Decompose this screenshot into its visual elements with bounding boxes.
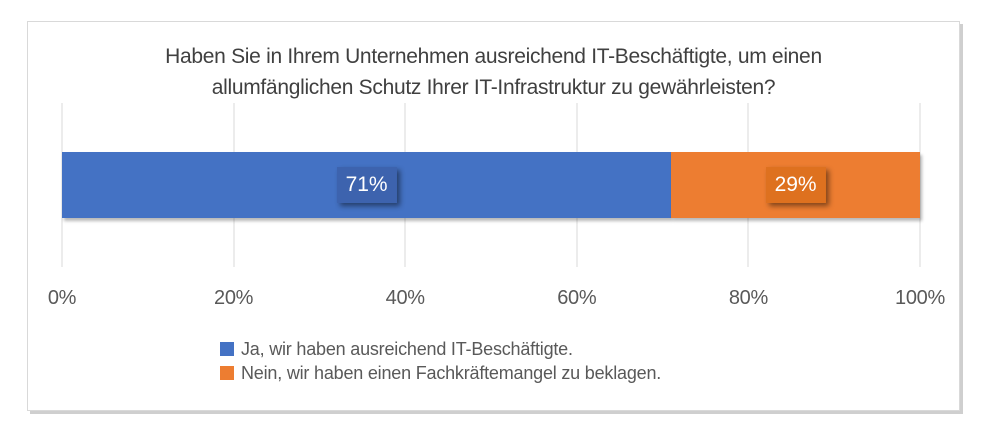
- x-axis-tick: 40%: [385, 287, 425, 309]
- x-axis-tick: 0%: [47, 287, 77, 309]
- legend-label: Nein, wir haben einen Fachkräftemangel z…: [241, 362, 662, 383]
- data-label-ja: 71%: [336, 167, 397, 203]
- x-axis: 0% 20% 40% 60% 80% 100%: [48, 103, 945, 309]
- bar-track: 71% 29%: [62, 152, 920, 218]
- x-axis-tick: 20%: [214, 287, 254, 309]
- chart-title-line2: allumfänglichen Schutz Ihrer IT-Infrastr…: [211, 76, 776, 99]
- x-axis-tick: 80%: [728, 287, 768, 309]
- chart-title: Haben Sie in Ihrem Unternehmen ausreiche…: [28, 41, 959, 103]
- x-axis-tick: 60%: [557, 287, 597, 309]
- x-axis-tick: 100%: [895, 287, 945, 309]
- chart-frame: Haben Sie in Ihrem Unternehmen ausreiche…: [27, 21, 960, 411]
- plot-area: 71% 29% 0% 20% 40% 60% 80% 100%: [48, 103, 945, 309]
- bar-segment-nein[interactable]: 29%: [671, 152, 920, 218]
- legend-label: Ja, wir haben ausreichend IT-Beschäftigt…: [241, 338, 573, 359]
- legend-swatch-icon: [220, 366, 234, 380]
- gridline: [919, 103, 921, 267]
- data-label-nein: 29%: [765, 167, 826, 203]
- bar-segment-ja[interactable]: 71%: [62, 152, 672, 218]
- legend-item-ja[interactable]: Ja, wir haben ausreichend IT-Beschäftigt…: [220, 337, 661, 361]
- legend-swatch-icon: [220, 342, 234, 356]
- legend-item-nein[interactable]: Nein, wir haben einen Fachkräftemangel z…: [220, 361, 661, 385]
- chart-title-line1: Haben Sie in Ihrem Unternehmen ausreiche…: [165, 45, 822, 68]
- legend: Ja, wir haben ausreichend IT-Beschäftigt…: [220, 337, 661, 385]
